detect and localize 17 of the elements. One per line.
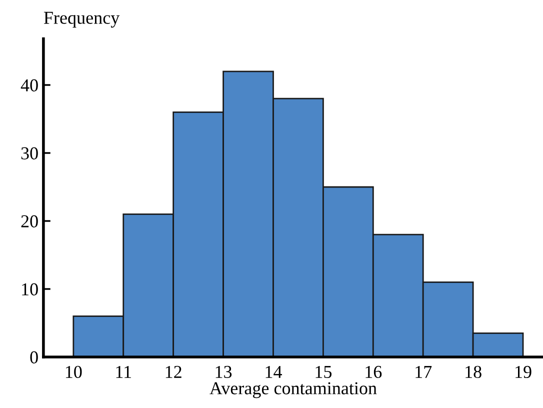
x-tick-label: 18 [466, 366, 482, 378]
y-tick-label: 40 [20, 79, 38, 92]
x-tick-label: 12 [166, 366, 182, 378]
x-tick-label: 16 [366, 366, 382, 378]
x-tick-label: 13 [216, 366, 232, 378]
y-tick-label: 30 [21, 147, 38, 160]
y-tick-label: 20 [21, 215, 38, 228]
y-tick-label: 10 [22, 283, 38, 296]
x-tick-label: 19 [516, 366, 532, 378]
x-tick-label: 15 [316, 366, 332, 378]
y-axis-title: Frequency [44, 12, 120, 28]
y-tick-label: 0 [30, 351, 38, 364]
x-tick-label: 14 [266, 366, 282, 378]
x-tick-label: 17 [416, 366, 432, 378]
x-tick-label: 10 [66, 366, 82, 378]
x-tick-label: 11 [116, 366, 131, 378]
x-axis-title: Average contamination [210, 382, 377, 398]
